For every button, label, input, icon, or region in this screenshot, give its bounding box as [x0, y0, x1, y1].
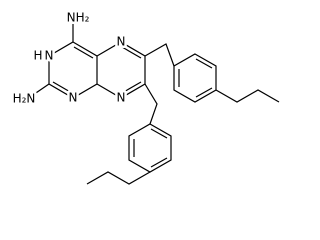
double-bond: [121, 46, 142, 59]
molecule-diagram: NH₂ H N H₂N N N N: [10, 8, 280, 185]
benzene-ring: [128, 123, 172, 173]
ring-bonds: [96, 41, 146, 99]
double-bond: [73, 46, 94, 59]
bond: [29, 83, 50, 98]
atom-label: H: [33, 49, 42, 63]
bond: [144, 83, 158, 125]
double-bond: [52, 81, 73, 94]
butyl-chain: [86, 171, 151, 185]
double-bond: [150, 128, 168, 139]
atom-label: NH₂: [67, 11, 90, 25]
atom-label: N: [45, 49, 54, 63]
atom-label: N: [117, 35, 126, 49]
bond: [144, 43, 175, 67]
double-bond: [195, 58, 213, 69]
double-bond: [195, 87, 213, 98]
benzene-ring: [173, 53, 217, 103]
double-bond: [121, 81, 142, 94]
atom-label: N: [117, 91, 126, 105]
bonds: [29, 24, 280, 185]
atom-label: H₂N: [13, 92, 36, 106]
atom-label: N: [69, 91, 78, 105]
butyl-chain: [215, 89, 280, 103]
double-bond: [150, 157, 168, 168]
page: NH₂ H N H₂N N N N (() => { const data = …: [10, 8, 280, 185]
atom-labels: NH₂ H N H₂N N N N: [10, 8, 128, 108]
